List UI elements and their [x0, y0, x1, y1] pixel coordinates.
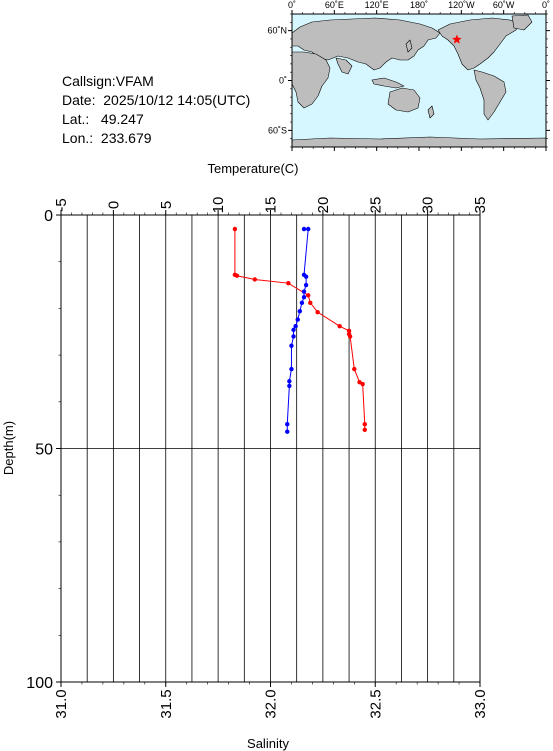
map-ticks	[288, 10, 550, 151]
map-lon-label: 60˚E	[325, 0, 344, 10]
map-lon-label: 60˚W	[493, 0, 515, 10]
date-value: 2025/10/12 14:05(UTC)	[103, 92, 251, 108]
map-lon-label: 120˚W	[448, 0, 475, 10]
map-lon-label: 180˚	[410, 0, 428, 10]
date-label: Date:	[62, 92, 96, 108]
japan-landmass	[405, 39, 413, 53]
map-lon-label: 120˚E	[365, 0, 389, 10]
map-lat-label: 60˚N	[267, 26, 287, 36]
callsign-value: VFAM	[115, 73, 154, 89]
africa-landmass	[291, 51, 331, 109]
north-america-landmass	[437, 17, 521, 71]
callsign-line: Callsign:VFAM	[62, 72, 250, 91]
lon-line: Lon.: 233.679	[62, 129, 250, 148]
india-landmass	[335, 57, 353, 75]
map-lat-label: 60˚S	[268, 125, 287, 135]
indonesia-landmass	[371, 77, 405, 89]
lon-label: Lon.:	[62, 130, 94, 146]
date-line: Date: 2025/10/12 14:05(UTC)	[62, 91, 250, 110]
new-zealand-landmass	[427, 105, 435, 119]
greenland-landmass	[511, 14, 533, 31]
antarctica-landmass	[291, 136, 547, 148]
callsign-label: Callsign:	[62, 73, 116, 89]
lat-label: Lat.:	[62, 111, 90, 127]
map-lon-label: 0˚	[288, 0, 296, 10]
lat-value: 49.247	[100, 111, 144, 127]
map-labels: 0˚ 60˚E 120˚E 180˚ 120˚W 60˚W 0˚ 60˚N 0˚ 60˚S	[267, 0, 550, 135]
south-america-landmass	[473, 69, 507, 121]
map-lat-label: 0˚	[279, 76, 287, 86]
map-lon-label: 0˚	[542, 0, 550, 10]
station-info: Callsign:VFAM Date: 2025/10/12 14:05(UTC…	[62, 72, 250, 148]
lat-line: Lat.: 49.247	[62, 110, 250, 129]
map-land	[291, 14, 547, 148]
lon-value: 233.679	[100, 130, 152, 146]
australia-landmass	[387, 87, 421, 113]
station-marker-icon	[452, 34, 462, 44]
